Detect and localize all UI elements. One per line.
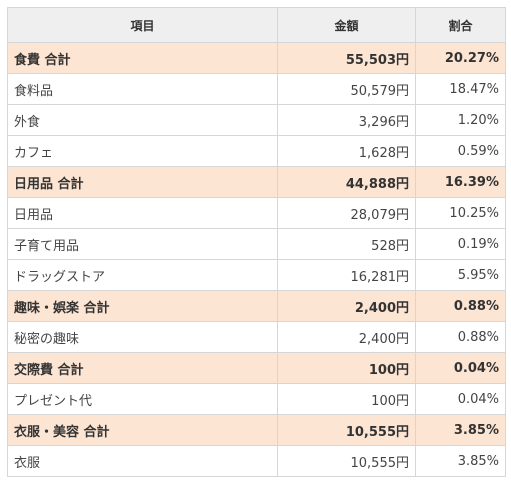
row-item-name: ドラッグストア [7, 259, 278, 291]
row-item-name: カフェ [7, 135, 278, 167]
row-category-name: 日用品 合計 [7, 166, 278, 198]
row-item-name: プレゼント代 [7, 383, 278, 415]
row-amount: 10,555円 [277, 445, 416, 477]
row-amount: 16,281円 [277, 259, 416, 291]
row-ratio: 20.27% [415, 42, 506, 74]
column-header-item: 項目 [7, 7, 278, 43]
row-item-name: 秘密の趣味 [7, 321, 278, 353]
row-ratio: 0.04% [415, 383, 506, 415]
row-ratio: 0.59% [415, 135, 506, 167]
category-subtotal-row: 食費 合計 55,503円 20.27% [7, 42, 506, 74]
table-header: 項目 金額 割合 [7, 7, 506, 43]
row-item-name: 食料品 [7, 73, 278, 105]
row-ratio: 18.47% [415, 73, 506, 105]
table-row: 衣服 10,555円 3.85% [7, 445, 506, 477]
column-header-amount: 金額 [277, 7, 416, 43]
row-amount: 10,555円 [277, 414, 416, 446]
row-category-name: 趣味・娯楽 合計 [7, 290, 278, 322]
table-row: カフェ 1,628円 0.59% [7, 135, 506, 167]
category-subtotal-row: 交際費 合計 100円 0.04% [7, 352, 506, 384]
row-category-name: 衣服・美容 合計 [7, 414, 278, 446]
row-amount: 28,079円 [277, 197, 416, 229]
table-row: 日用品 28,079円 10.25% [7, 197, 506, 229]
category-subtotal-row: 趣味・娯楽 合計 2,400円 0.88% [7, 290, 506, 322]
row-amount: 100円 [277, 383, 416, 415]
row-ratio: 3.85% [415, 445, 506, 477]
row-ratio: 10.25% [415, 197, 506, 229]
expense-table-container: 項目 金額 割合 食費 合計 55,503円 20.27% 食料品 50,579… [7, 7, 506, 477]
category-subtotal-row: 衣服・美容 合計 10,555円 3.85% [7, 414, 506, 446]
table-body: 食費 合計 55,503円 20.27% 食料品 50,579円 18.47% … [7, 42, 506, 477]
row-amount: 2,400円 [277, 321, 416, 353]
row-ratio: 0.19% [415, 228, 506, 260]
row-ratio: 0.04% [415, 352, 506, 384]
row-amount: 528円 [277, 228, 416, 260]
category-subtotal-row: 日用品 合計 44,888円 16.39% [7, 166, 506, 198]
row-item-name: 日用品 [7, 197, 278, 229]
table-row: 子育て用品 528円 0.19% [7, 228, 506, 260]
row-amount: 50,579円 [277, 73, 416, 105]
row-amount: 55,503円 [277, 42, 416, 74]
row-amount: 1,628円 [277, 135, 416, 167]
row-amount: 100円 [277, 352, 416, 384]
row-ratio: 16.39% [415, 166, 506, 198]
row-ratio: 0.88% [415, 321, 506, 353]
table-row: 秘密の趣味 2,400円 0.88% [7, 321, 506, 353]
table-row: プレゼント代 100円 0.04% [7, 383, 506, 415]
column-header-ratio: 割合 [415, 7, 506, 43]
row-ratio: 1.20% [415, 104, 506, 136]
row-category-name: 交際費 合計 [7, 352, 278, 384]
row-ratio: 5.95% [415, 259, 506, 291]
row-amount: 44,888円 [277, 166, 416, 198]
expense-breakdown-table: 項目 金額 割合 食費 合計 55,503円 20.27% 食料品 50,579… [7, 7, 506, 477]
table-row: ドラッグストア 16,281円 5.95% [7, 259, 506, 291]
table-row: 外食 3,296円 1.20% [7, 104, 506, 136]
header-row: 項目 金額 割合 [7, 7, 506, 43]
row-item-name: 外食 [7, 104, 278, 136]
row-category-name: 食費 合計 [7, 42, 278, 74]
row-item-name: 子育て用品 [7, 228, 278, 260]
table-row: 食料品 50,579円 18.47% [7, 73, 506, 105]
row-ratio: 3.85% [415, 414, 506, 446]
row-item-name: 衣服 [7, 445, 278, 477]
row-amount: 3,296円 [277, 104, 416, 136]
row-ratio: 0.88% [415, 290, 506, 322]
row-amount: 2,400円 [277, 290, 416, 322]
